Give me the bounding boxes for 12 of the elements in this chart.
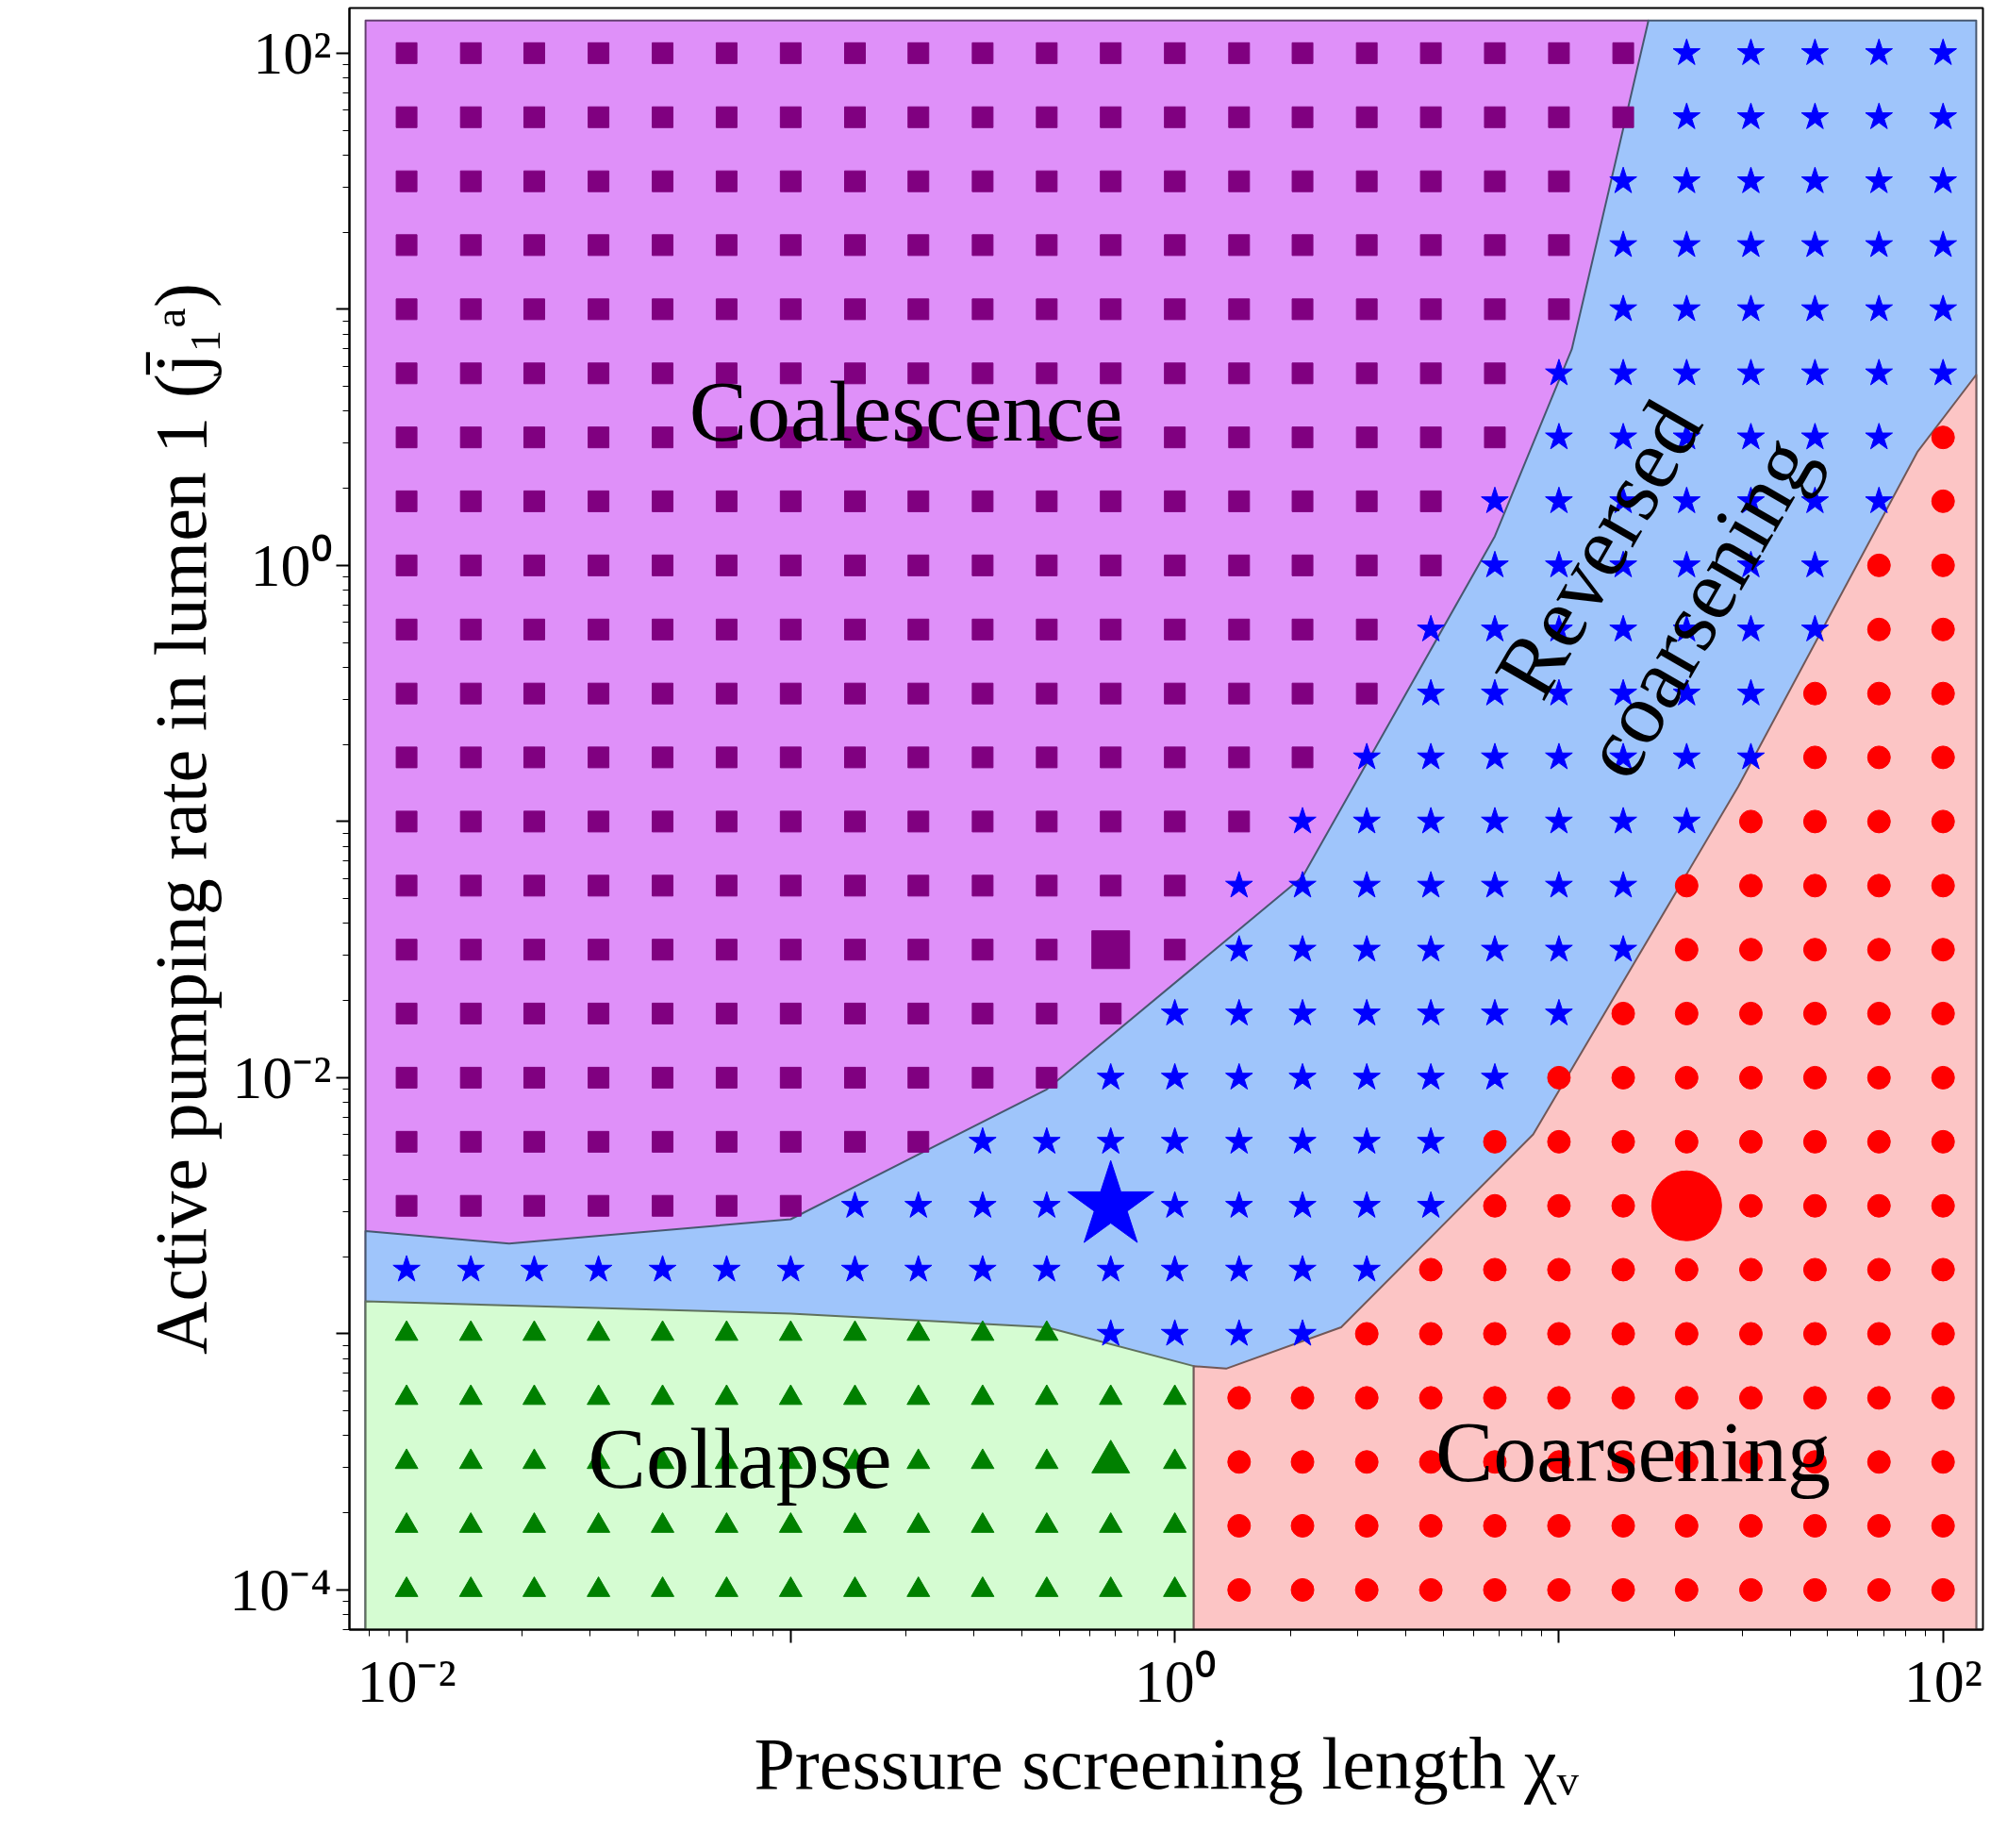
x-axis-title: Pressure screening length χᵥ xyxy=(754,1722,1580,1805)
x-tick-label: 10⁰ xyxy=(1134,1647,1216,1715)
y-tick-label: 10⁻⁴ xyxy=(229,1556,332,1623)
annotation: Collapse xyxy=(588,1409,892,1507)
y-tick-label: 10² xyxy=(253,19,332,87)
annotation: Coalescence xyxy=(688,362,1123,459)
annotation: Coarsening xyxy=(1435,1403,1832,1500)
y-tick-label: 10⁻² xyxy=(232,1043,332,1111)
x-tick-label: 10² xyxy=(1903,1647,1982,1715)
y-axis-title: Active pumping rate in lumen 1 (j̄₁ᵃ) xyxy=(140,283,223,1355)
x-tick-label: 10⁻² xyxy=(357,1647,456,1715)
y-tick-label: 10⁰ xyxy=(250,531,332,599)
